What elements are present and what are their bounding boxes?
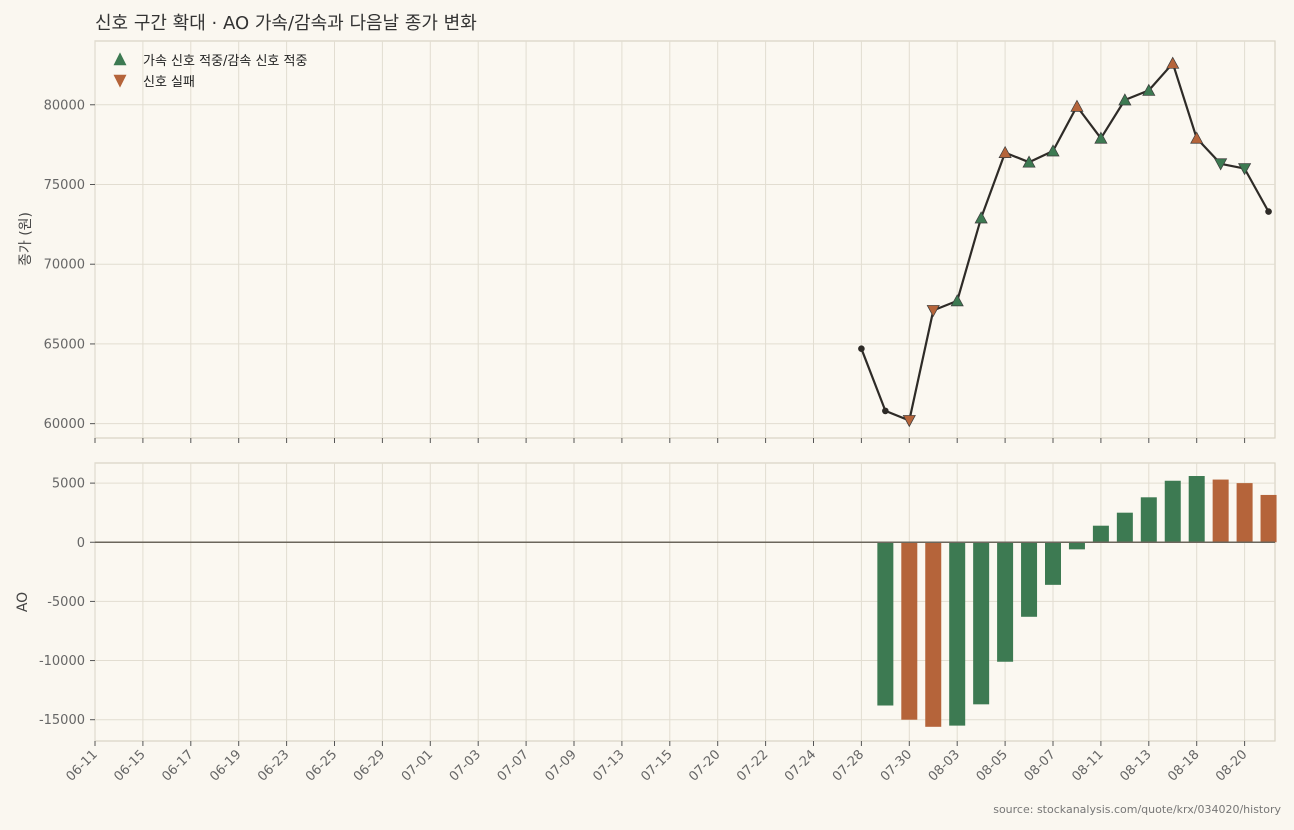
ao-bar (997, 542, 1014, 662)
ao-y-tick-label: -10000 (39, 654, 85, 669)
ao-bar (1236, 483, 1253, 543)
ao-bar (1212, 479, 1229, 543)
legend-marker-fail (113, 74, 127, 88)
price-y-tick-label: 75000 (44, 178, 85, 193)
price-signal-marker-down (926, 305, 940, 318)
ao-y-tick-label: 5000 (52, 477, 85, 492)
price-grid (94, 41, 1275, 438)
ao-bar (901, 542, 918, 720)
ao-bar (1260, 494, 1277, 543)
ao-panel (94, 462, 1276, 742)
ao-bar-layer (877, 476, 1277, 727)
ao-bar (1045, 542, 1061, 585)
price-signal-marker-down (1214, 158, 1228, 171)
ao-y-tick-label: -5000 (47, 595, 85, 610)
ao-bar (949, 542, 966, 726)
ao-bar (973, 542, 990, 705)
ao-bar (1140, 497, 1157, 543)
ao-bar (877, 542, 894, 706)
price-x-tickmarks (94, 438, 1246, 443)
price-signal-marker-up (1190, 131, 1204, 144)
price-y-ticks: 60000 65000 70000 75000 80000 (44, 98, 95, 432)
price-signal-marker-up (1046, 144, 1060, 157)
price-signal-marker-up (1142, 83, 1156, 96)
price-signal-marker-down (1238, 163, 1252, 176)
price-y-tick-label: 65000 (44, 337, 85, 352)
legend-label-hit: 가속 신호 적중/감속 신호 적중 (143, 54, 307, 69)
ao-y-ticks: -15000 -10000 -5000 0 5000 (39, 477, 95, 728)
price-y-tick-label: 70000 (44, 258, 85, 273)
source-note: source: stockanalysis.com/quote/krx/0340… (993, 803, 1281, 816)
price-signal-marker-up (1094, 131, 1108, 144)
ao-y-axis-label: AO (15, 592, 31, 612)
chart-title: 신호 구간 확대 · AO 가속/감속과 다음날 종가 변화 (95, 13, 477, 34)
ao-x-tickmarks (94, 741, 1246, 746)
ao-bar (1164, 480, 1181, 543)
price-panel (94, 40, 1276, 439)
price-point (882, 407, 889, 415)
ao-y-tick-label: -15000 (39, 713, 85, 728)
ao-bar (1092, 525, 1109, 543)
price-y-tick-label: 80000 (44, 98, 85, 113)
price-point (1265, 208, 1272, 215)
ao-bar (1021, 542, 1038, 617)
ao-y-tick-label: 0 (77, 536, 85, 551)
ao-bar (1188, 476, 1205, 543)
ao-bar (925, 542, 942, 727)
price-signal-marker-up (950, 294, 964, 307)
ao-bar (1068, 542, 1085, 550)
ao-bar (1116, 512, 1133, 543)
legend: 가속 신호 적중/감속 신호 적중 신호 실패 (113, 52, 307, 90)
price-signal-marker-up (1118, 93, 1132, 106)
price-signal-marker-up (1022, 155, 1036, 168)
price-y-tick-label: 60000 (44, 417, 85, 432)
price-signal-marker-down (902, 415, 916, 428)
price-marker-layer (858, 56, 1272, 428)
price-y-axis-label: 종가 (원) (18, 212, 34, 266)
price-signal-marker-up (1166, 56, 1180, 69)
price-signal-marker-up (974, 211, 988, 224)
price-signal-marker-up (998, 145, 1012, 158)
price-signal-marker-up (1070, 99, 1084, 112)
legend-marker-hit (113, 52, 127, 66)
legend-label-fail: 신호 실패 (143, 75, 195, 90)
price-point (858, 345, 865, 353)
